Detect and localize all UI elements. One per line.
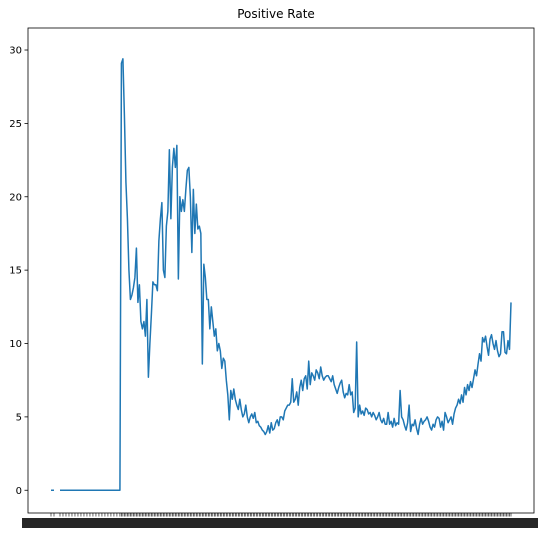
plot-frame [27, 27, 535, 514]
y-axis: 0 5 10 15 20 25 30 [9, 46, 28, 497]
y-tick-label: 30 [9, 46, 22, 57]
y-tick-label: 25 [9, 119, 22, 130]
series-line [51, 58, 512, 491]
y-tick-label: 15 [9, 266, 22, 277]
y-tick-label: 0 [16, 486, 22, 497]
y-tick-label: 5 [16, 412, 22, 423]
y-tick-label: 10 [9, 339, 22, 350]
x-axis [22, 513, 538, 528]
y-tick-label: 20 [9, 192, 22, 203]
x-tick-labels-overlapping [22, 518, 538, 528]
chart-title: Positive Rate [237, 7, 315, 21]
series-layer [51, 58, 512, 491]
